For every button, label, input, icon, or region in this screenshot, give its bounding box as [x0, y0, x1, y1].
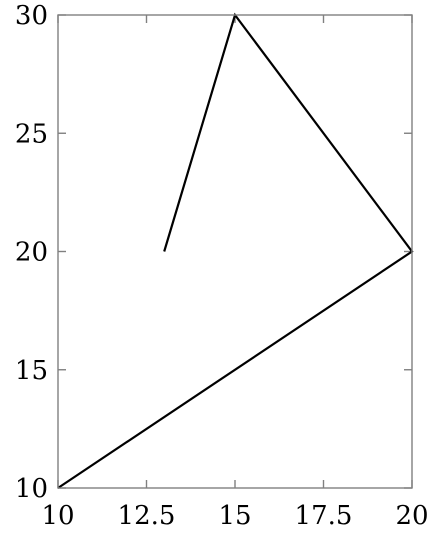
plot-frame [57, 14, 413, 489]
y-tick-label: 20 [15, 238, 48, 268]
x-tick-label: 10 [41, 501, 74, 531]
ticks-layer [57, 14, 413, 489]
y-tick-label: 15 [15, 356, 48, 386]
series-layer [57, 12, 414, 489]
tick-labels-layer: 10 12.5 15 17.5 20 10 15 20 25 30 [15, 1, 429, 531]
x-tick-label: 17.5 [295, 501, 353, 531]
x-tick-label: 20 [395, 501, 428, 531]
y-tick-label: 25 [15, 119, 48, 149]
y-tick-label: 30 [15, 1, 48, 31]
y-tick-label: 10 [15, 474, 48, 504]
x-tick-label: 12.5 [118, 501, 176, 531]
series-line-0 [57, 12, 414, 489]
x-tick-label: 15 [218, 501, 251, 531]
